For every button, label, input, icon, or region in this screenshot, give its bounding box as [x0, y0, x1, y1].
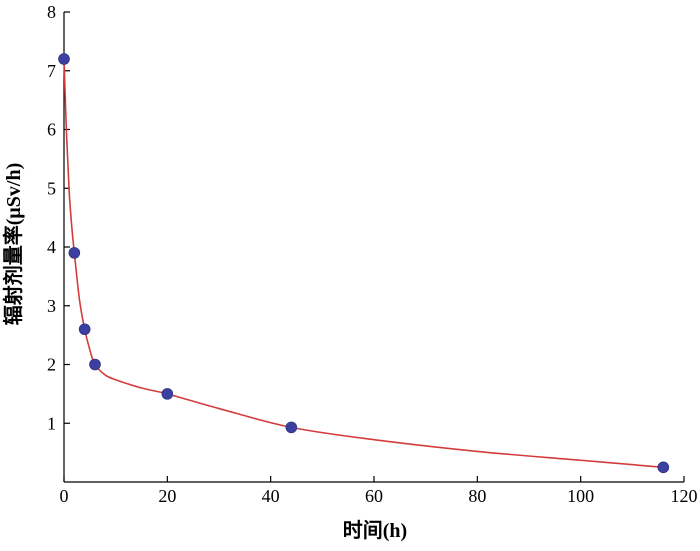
fit-curve-layer	[63, 58, 664, 469]
y-tick-label: 4	[47, 237, 56, 257]
x-tick-label: 80	[468, 486, 486, 506]
x-tick-label: 100	[567, 486, 594, 506]
axes	[63, 12, 684, 483]
data-points-layer	[58, 53, 670, 474]
y-tick-label: 1	[47, 413, 56, 433]
fit-curve	[63, 58, 664, 469]
y-tick-label: 8	[47, 2, 56, 22]
y-tick-label: 3	[47, 296, 56, 316]
ticks: 0 20 40 60 80 100 120 1 2 3 4 5 6 7 8	[47, 2, 698, 506]
data-point	[161, 388, 174, 400]
y-tick-label: 7	[47, 61, 56, 81]
y-axis-label: 辐射剂量率(μSv/h)	[1, 163, 25, 325]
x-tick-label: 20	[158, 486, 176, 506]
x-tick-label: 60	[365, 486, 383, 506]
data-point	[68, 247, 81, 259]
axis-labels: 时间(h) 辐射剂量率(μSv/h)	[1, 163, 407, 542]
data-point	[89, 358, 101, 371]
data-point	[285, 421, 298, 434]
x-axis-label: 时间(h)	[343, 519, 407, 542]
x-tick-label: 0	[60, 486, 69, 506]
data-point	[78, 323, 91, 336]
y-tick-label: 6	[47, 120, 56, 140]
x-tick-label: 40	[262, 486, 280, 506]
data-point	[657, 461, 670, 474]
x-tick-label: 120	[671, 486, 698, 506]
data-point	[58, 53, 70, 65]
y-tick-label: 5	[47, 178, 56, 198]
y-tick-label: 2	[47, 355, 56, 375]
